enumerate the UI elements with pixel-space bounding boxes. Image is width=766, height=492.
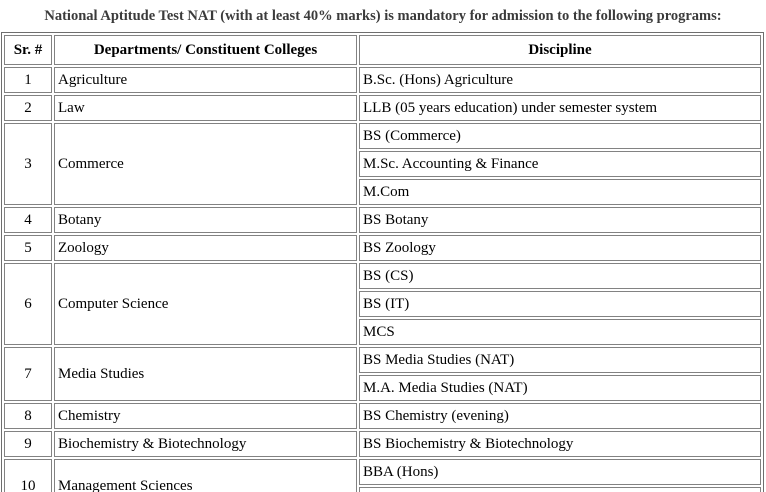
table-row: 10 Management Sciences BBA (Hons) (4, 459, 761, 492)
department-cell: Computer Science (54, 263, 357, 345)
table-header-row: Sr. # Departments/ Constituent Colleges … (4, 35, 761, 65)
discipline-cell: BBA (Hons) (359, 459, 761, 485)
discipline-cell: M.A. Media Studies (NAT) (359, 375, 761, 401)
discipline-cell: BS Biochemistry & Biotechnology (359, 431, 761, 457)
table-row: M.A. Media Studies (NAT) (4, 375, 761, 401)
discipline-cell: BS (IT) (359, 291, 761, 317)
col-header-departments: Departments/ Constituent Colleges (54, 35, 357, 65)
department-cell: Agriculture (54, 67, 357, 93)
table-row: 9 Biochemistry & Biotechnology BS Biochemi… (4, 431, 761, 457)
sr-cell: 3 (4, 123, 52, 205)
sr-cell: 9 (4, 431, 52, 457)
table-row: 7 Media Studies BS Media Studies (NAT) (4, 347, 761, 401)
department-cell: Chemistry (54, 403, 357, 429)
discipline-cell: B.Sc. (Hons) Agriculture (359, 67, 761, 93)
table-row: 2 Law LLB (05 years education) under semes… (4, 95, 761, 121)
discipline-cell: M.Com (359, 179, 761, 205)
table-row: 4 Botany BS Botany (4, 207, 761, 233)
table-row: 3 Commerce BS (Commerce) (4, 123, 761, 205)
discipline-cell: LLB (05 years education) under semester … (359, 95, 761, 121)
table-row: 8 Chemistry BS Chemistry (evening) (4, 403, 761, 429)
department-cell: Commerce (54, 123, 357, 205)
department-cell: Law (54, 95, 357, 121)
page-title: National Aptitude Test NAT (with at leas… (44, 8, 722, 24)
discipline-cell: BS Zoology (359, 235, 761, 261)
table-row: M.Com (4, 179, 761, 205)
department-cell: Biochemistry & Biotechnology (54, 431, 357, 457)
sr-cell: 5 (4, 235, 52, 261)
col-header-sr: Sr. # (4, 35, 52, 65)
sr-cell: 4 (4, 207, 52, 233)
programs-table: Sr. # Departments/ Constituent Colleges … (1, 32, 764, 492)
department-cell: Zoology (54, 235, 357, 261)
department-cell: Botany (54, 207, 357, 233)
discipline-cell: MCS (359, 319, 761, 345)
discipline-cell: MBA (359, 487, 761, 492)
sr-cell: 8 (4, 403, 52, 429)
discipline-cell: BS Botany (359, 207, 761, 233)
col-header-discipline: Discipline (359, 35, 761, 65)
discipline-cell: BS (Commerce) (359, 123, 761, 149)
sr-cell: 10 (4, 459, 52, 492)
table-row: 6 Computer Science BS (CS) (4, 263, 761, 345)
sr-cell: 7 (4, 347, 52, 401)
sr-cell: 2 (4, 95, 52, 121)
department-cell: Management Sciences (54, 459, 357, 492)
discipline-cell: BS Chemistry (evening) (359, 403, 761, 429)
table-row: 1 Agriculture B.Sc. (Hons) Agriculture (4, 67, 761, 93)
sr-cell: 6 (4, 263, 52, 345)
discipline-cell: BS (CS) (359, 263, 761, 289)
discipline-cell: BS Media Studies (NAT) (359, 347, 761, 373)
table-row: 5 Zoology BS Zoology (4, 235, 761, 261)
table-row: MCS (4, 319, 761, 345)
table-body: 1 Agriculture B.Sc. (Hons) Agriculture 2 Law… (4, 67, 761, 492)
sr-cell: 1 (4, 67, 52, 93)
discipline-cell: M.Sc. Accounting & Finance (359, 151, 761, 177)
department-cell: Media Studies (54, 347, 357, 401)
table-row: BS (IT) (4, 291, 761, 317)
table-row: M.Sc. Accounting & Finance (4, 151, 761, 177)
